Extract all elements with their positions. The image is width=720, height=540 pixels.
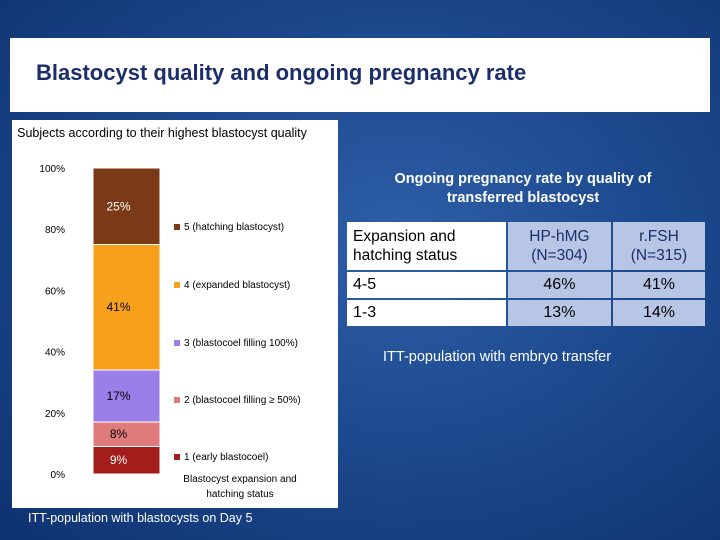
row-status: 1-3 — [347, 300, 506, 326]
pregnancy-note: ITT-population with embryo transfer — [383, 349, 612, 365]
y-tick-label: 80% — [45, 225, 65, 236]
row-status: 4-5 — [347, 272, 506, 298]
header-rfsh: r.FSH (N=315) — [612, 222, 705, 270]
pregnancy-table: Expansion and hatching status HP-hMG (N=… — [345, 220, 707, 328]
header-hphmg: HP-hMG (N=304) — [507, 222, 611, 270]
pregnancy-heading: Ongoing pregnancy rate by quality of tra… — [394, 171, 652, 206]
chart-title: Subjects according to their highest blas… — [17, 126, 307, 140]
bar-segment — [92, 369, 161, 423]
legend-label: 4 (expanded blastocyst) — [184, 280, 290, 291]
legend-label: 5 (hatching blastocyst) — [184, 222, 284, 233]
y-tick-label: 60% — [45, 286, 65, 297]
legend-label: 2 (blastocoel filling ≥ 50%) — [184, 395, 301, 406]
legend-swatch — [174, 282, 180, 288]
table-row: 4-5 46% 41% — [347, 272, 705, 298]
row-rfsh-value: 41% — [612, 272, 705, 298]
table-row: 1-3 13% 14% — [347, 300, 705, 326]
data-label: 9% — [110, 453, 128, 467]
data-label: 25% — [106, 199, 130, 213]
legend-swatch — [174, 397, 180, 403]
data-label: 17% — [106, 389, 130, 403]
y-tick-label: 40% — [45, 348, 65, 359]
brace-upper — [319, 208, 332, 300]
y-tick-label: 0% — [51, 470, 66, 481]
legend-swatch — [174, 454, 180, 460]
data-label: 41% — [106, 300, 130, 314]
title-bar: Blastocyst quality and ongoing pregnancy… — [10, 38, 710, 112]
x-axis-label: Blastocyst expansion and hatching status — [183, 474, 296, 500]
data-label: 8% — [110, 427, 128, 441]
row-rfsh-value: 14% — [612, 300, 705, 326]
y-tick-label: 100% — [39, 164, 65, 175]
legend-swatch — [174, 340, 180, 346]
brace-lower — [319, 331, 332, 469]
legend-swatch — [174, 224, 180, 230]
bar-segment — [92, 167, 161, 245]
chart-footnote: ITT-population with blastocysts on Day 5 — [28, 511, 253, 525]
legend-label: 3 (blastocoel filling 100%) — [184, 338, 298, 349]
row-hphmg-value: 46% — [507, 272, 611, 298]
legend-label: 1 (early blastocoel) — [184, 452, 268, 463]
chart-panel: Subjects according to their highest blas… — [12, 120, 338, 508]
header-status: Expansion and hatching status — [347, 222, 506, 270]
stacked-bar-chart: 0% 20% 40% 60% 80% 100% 9% 8% 17% 41% 25% 5 (hatchi… — [39, 164, 301, 500]
bar-segment — [92, 244, 161, 371]
row-hphmg-value: 13% — [507, 300, 611, 326]
y-tick-label: 20% — [45, 409, 65, 420]
table-header-row: Expansion and hatching status HP-hMG (N=… — [347, 222, 705, 270]
slide-title: Blastocyst quality and ongoing pregnancy… — [36, 60, 527, 85]
